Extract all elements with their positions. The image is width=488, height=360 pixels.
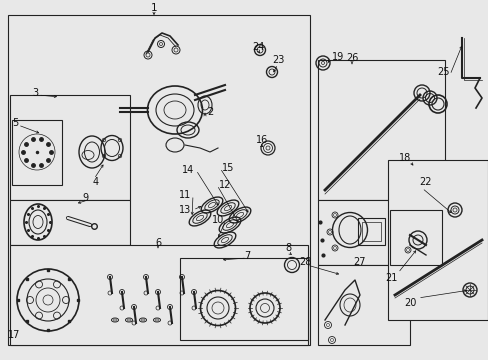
Text: 19: 19 [331, 52, 344, 62]
Bar [317, 200, 444, 265]
Bar [10, 245, 307, 345]
Bar [357, 218, 384, 245]
Text: 27: 27 [353, 257, 366, 267]
Text: 23: 23 [271, 55, 284, 65]
Bar [180, 258, 307, 340]
Text: 18: 18 [398, 153, 410, 163]
Text: 17: 17 [8, 330, 20, 340]
Bar [8, 15, 309, 345]
Text: 2: 2 [206, 107, 213, 117]
Bar [361, 222, 380, 241]
Text: 1: 1 [150, 3, 157, 13]
Text: 5: 5 [12, 118, 18, 128]
Text: 11: 11 [179, 190, 191, 200]
Text: 13: 13 [179, 205, 191, 215]
Text: 9: 9 [82, 193, 88, 203]
Text: 14: 14 [182, 165, 194, 175]
Text: 16: 16 [255, 135, 267, 145]
Bar [389, 210, 441, 265]
Text: 12: 12 [218, 180, 231, 190]
Text: 15: 15 [222, 163, 234, 173]
Text: 3: 3 [32, 88, 38, 98]
Text: 24: 24 [251, 42, 264, 52]
Bar [10, 95, 130, 200]
Text: 20: 20 [403, 298, 415, 308]
Text: 4: 4 [93, 177, 99, 187]
Text: 8: 8 [285, 243, 290, 253]
Text: 21: 21 [384, 273, 396, 283]
Text: 10: 10 [211, 215, 224, 225]
Bar [10, 200, 130, 245]
Text: 22: 22 [418, 177, 430, 187]
Text: 6: 6 [155, 238, 161, 248]
Text: 26: 26 [345, 53, 357, 63]
Bar [317, 60, 444, 200]
Bar [317, 265, 409, 345]
Text: 28: 28 [298, 257, 310, 267]
Bar [12, 120, 62, 185]
Text: 7: 7 [244, 251, 250, 261]
Bar [387, 160, 487, 320]
Text: 25: 25 [436, 67, 448, 77]
